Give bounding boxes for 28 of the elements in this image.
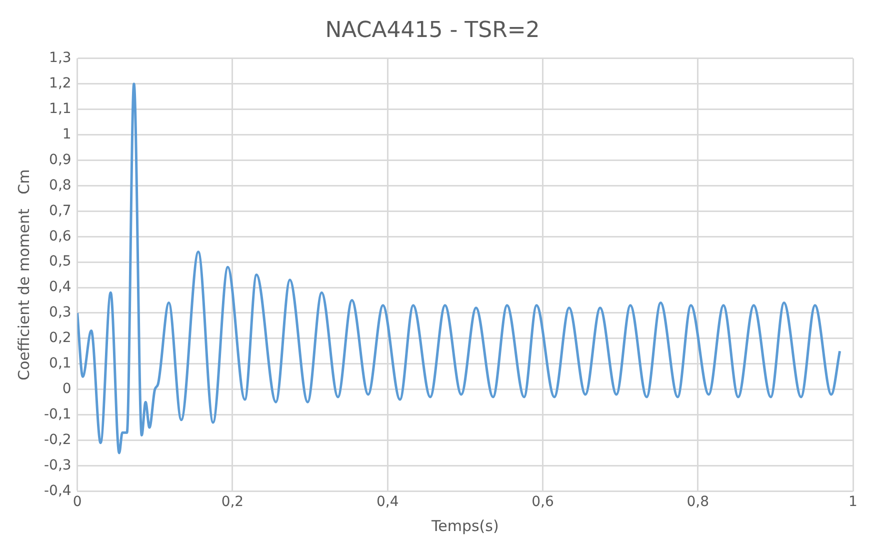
y-tick-label: 0,2 bbox=[49, 330, 72, 346]
x-tick-label: 0 bbox=[72, 494, 82, 510]
y-tick-label: 0,3 bbox=[49, 304, 72, 321]
y-tick-label: -0,1 bbox=[44, 406, 72, 422]
y-tick-label: 0,6 bbox=[49, 228, 72, 244]
y-tick-label: 0,7 bbox=[49, 202, 72, 219]
line-series bbox=[77, 82, 842, 454]
x-tick-label: 0,2 bbox=[221, 494, 244, 510]
x-tick-label: 1 bbox=[848, 494, 858, 510]
x-tick-label: 0,8 bbox=[686, 494, 709, 510]
y-tick-label: 0,8 bbox=[49, 177, 72, 194]
y-tick-label: 0,5 bbox=[49, 254, 72, 270]
x-tick-label: 0,4 bbox=[376, 494, 399, 510]
x-axis-title: Temps(s) bbox=[430, 516, 499, 535]
x-tick-label: 0,6 bbox=[532, 494, 554, 510]
y-tick-label: 1,1 bbox=[49, 100, 72, 117]
y-tick-label: -0,2 bbox=[44, 432, 72, 448]
y-tick-label: 0,4 bbox=[49, 279, 72, 296]
y-tick-label: 0,9 bbox=[49, 152, 72, 168]
y-axis-title: Coefficient de moment Cm bbox=[14, 169, 33, 380]
y-tick-label: 1,2 bbox=[49, 76, 72, 92]
y-tick-label: 0 bbox=[62, 381, 72, 398]
y-tick-label: -0,4 bbox=[44, 482, 72, 499]
y-tick-label: 1 bbox=[62, 126, 72, 142]
chart-title: NACA4415 - TSR=2 bbox=[325, 18, 540, 43]
y-tick-label: 1,3 bbox=[49, 50, 72, 66]
y-tick-label: 0,1 bbox=[49, 356, 72, 372]
y-tick-label: -0,3 bbox=[44, 457, 72, 474]
